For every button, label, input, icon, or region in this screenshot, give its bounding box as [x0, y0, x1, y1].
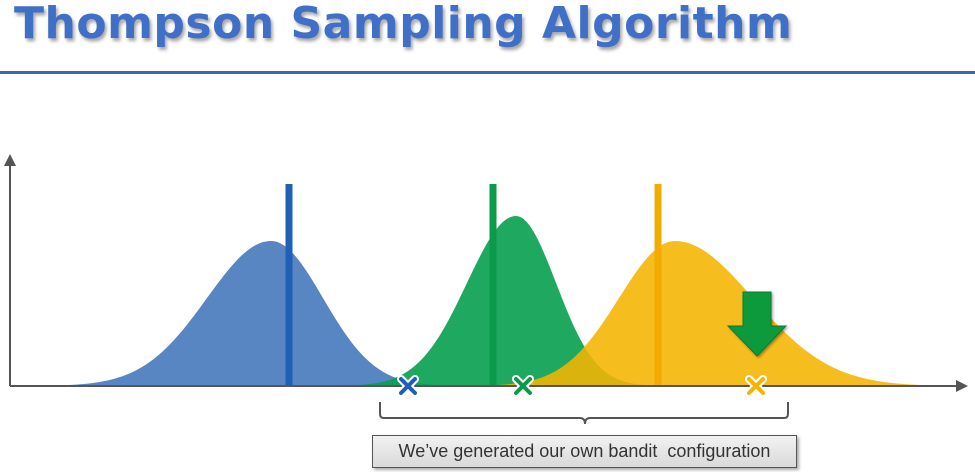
blue-sample-cross-mark-icon — [397, 375, 419, 397]
yellow-distribution-curve — [10, 241, 968, 386]
cross-mark-stroke — [747, 377, 765, 395]
cross-mark-stroke — [514, 377, 532, 395]
blue-expected-value-line — [285, 184, 293, 386]
cross-mark-stroke — [399, 377, 417, 395]
axes — [4, 154, 968, 392]
blue-distribution-curve — [10, 241, 968, 386]
configuration-bracket — [379, 402, 789, 425]
slide-title: Thompson Sampling Algorithm — [14, 0, 793, 49]
caption-text: We’ve generated our own bandit configura… — [398, 441, 771, 461]
yellow-sample-cross-mark-icon — [745, 375, 767, 397]
green-distribution-curve — [10, 216, 968, 386]
yellow-expected-value-line — [654, 184, 662, 386]
green-expected-value-line — [489, 184, 497, 386]
title-divider — [0, 71, 975, 74]
x-axis-arrow-icon — [956, 380, 968, 392]
y-axis-arrow-icon — [4, 154, 16, 166]
green-sample-cross-mark-icon — [512, 375, 534, 397]
down-arrow-icon — [726, 291, 788, 357]
caption-box: We’ve generated our own bandit configura… — [372, 435, 797, 468]
